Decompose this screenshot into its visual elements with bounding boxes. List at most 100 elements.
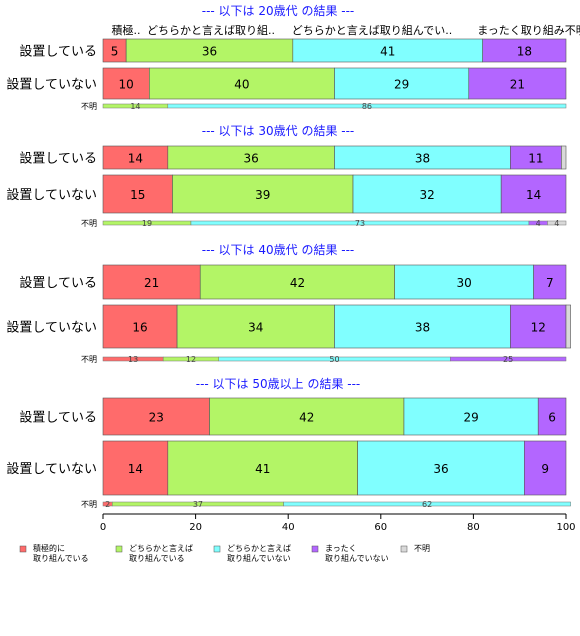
bar-segment [334,304,511,349]
unknown-segment [283,501,571,507]
unknown-data-label: 12 [186,355,196,364]
legend-label: どちらかと言えば [227,543,291,553]
data-label: 38 [415,321,430,335]
unknown-data-label: 19 [142,219,152,228]
unknown-data-label: 50 [329,355,339,364]
data-label: 5 [111,45,119,59]
data-label: 30 [456,276,471,290]
bar-segment [565,304,571,349]
bar-segment [403,397,539,436]
unknown-segment [167,103,567,109]
bar-segment [334,67,470,100]
bar-segment [176,304,335,349]
data-label: 29 [463,411,478,425]
category-label: 設置している [19,410,97,426]
unknown-data-label: 86 [362,102,372,111]
data-label: 11 [528,152,543,166]
data-label: 14 [128,152,143,166]
data-label: 36 [244,152,259,166]
legend-label: まったく [325,544,357,553]
unknown-data-label: 2 [105,500,110,509]
data-label: 14 [526,188,541,202]
unknown-data-label: 13 [128,355,138,364]
data-label: 29 [394,78,409,92]
category-label: 設置していない [6,187,97,203]
unknown-data-label: 62 [422,500,432,509]
bar-segment [537,397,567,436]
bar-segment [102,440,169,496]
data-label: 9 [541,462,549,476]
unknown-segment [450,356,567,362]
x-tick-label: 40 [282,522,295,533]
unknown-data-label: 4 [536,219,541,228]
data-label: 34 [248,321,263,335]
legend-swatch [311,545,319,553]
unknown-data-label: 37 [193,500,203,509]
bar-segment [468,67,567,100]
category-label: 設置している [19,44,97,60]
data-label: 23 [149,411,164,425]
data-label: 40 [234,78,249,92]
bar-segment [357,440,525,496]
category-label: 設置していない [6,320,97,336]
top-label: どちらかと言えば取り組.. [147,24,275,37]
data-label: 38 [415,152,430,166]
category-label: 設置している [19,275,97,291]
data-label: 32 [419,188,434,202]
legend-label: 積極的に [33,543,65,553]
legend-label: 取り組んでいない [227,553,291,563]
bar-segment [524,440,567,496]
data-label: 7 [546,276,554,290]
bar-segment [500,174,567,214]
bar-segment [199,264,395,300]
unknown-data-label: 25 [503,355,513,364]
legend-label: 取り組んでいる [129,553,185,563]
data-label: 42 [290,276,305,290]
unknown-data-label: 14 [130,102,140,111]
data-label: 15 [130,188,145,202]
legend-swatch [213,545,221,553]
bar-segment [149,67,335,100]
panel-title: --- 以下は 50歳以上 の結果 --- [196,377,361,391]
data-label: 36 [202,45,217,59]
bar-segment [510,304,567,349]
bar-segment [352,174,502,214]
bar-segment [172,174,354,214]
data-label: 42 [299,411,314,425]
bar-segment [102,304,178,349]
bar-segment [561,145,567,170]
x-tick-label: 20 [189,522,202,533]
top-label: まったく取り組み不明 [477,24,580,37]
data-label: 36 [433,462,448,476]
category-label: 設置していない [6,461,97,477]
panel-title: --- 以下は 20歳代 の結果 --- [202,4,355,18]
data-label: 21 [144,276,159,290]
top-label: どちらかと言えば取り組んでい.. [292,24,452,37]
bar-segment [533,264,567,300]
x-tick-label: 80 [467,522,480,533]
legend-swatch [115,545,123,553]
top-label: 積極.. [112,23,141,37]
data-label: 21 [510,78,525,92]
data-label: 39 [255,188,270,202]
bar-segment [102,174,173,214]
x-tick-label: 0 [100,522,106,533]
unknown-label: 不明 [81,219,97,228]
category-label: 設置している [19,151,97,167]
panel-title: --- 以下は 40歳代 の結果 --- [202,243,355,257]
unknown-data-label: 73 [355,219,365,228]
unknown-data-label: 4 [554,219,559,228]
bar-segment [102,397,210,436]
data-label: 6 [548,411,556,425]
data-label: 12 [531,321,546,335]
panel-title: --- 以下は 30歳代 の結果 --- [202,124,355,138]
bar-segment [102,67,150,100]
legend-swatch [19,545,27,553]
x-tick-label: 100 [556,522,575,533]
unknown-segment [547,220,567,226]
legend-swatch [400,545,408,553]
bar-segment [482,38,567,63]
x-tick-label: 60 [374,522,387,533]
